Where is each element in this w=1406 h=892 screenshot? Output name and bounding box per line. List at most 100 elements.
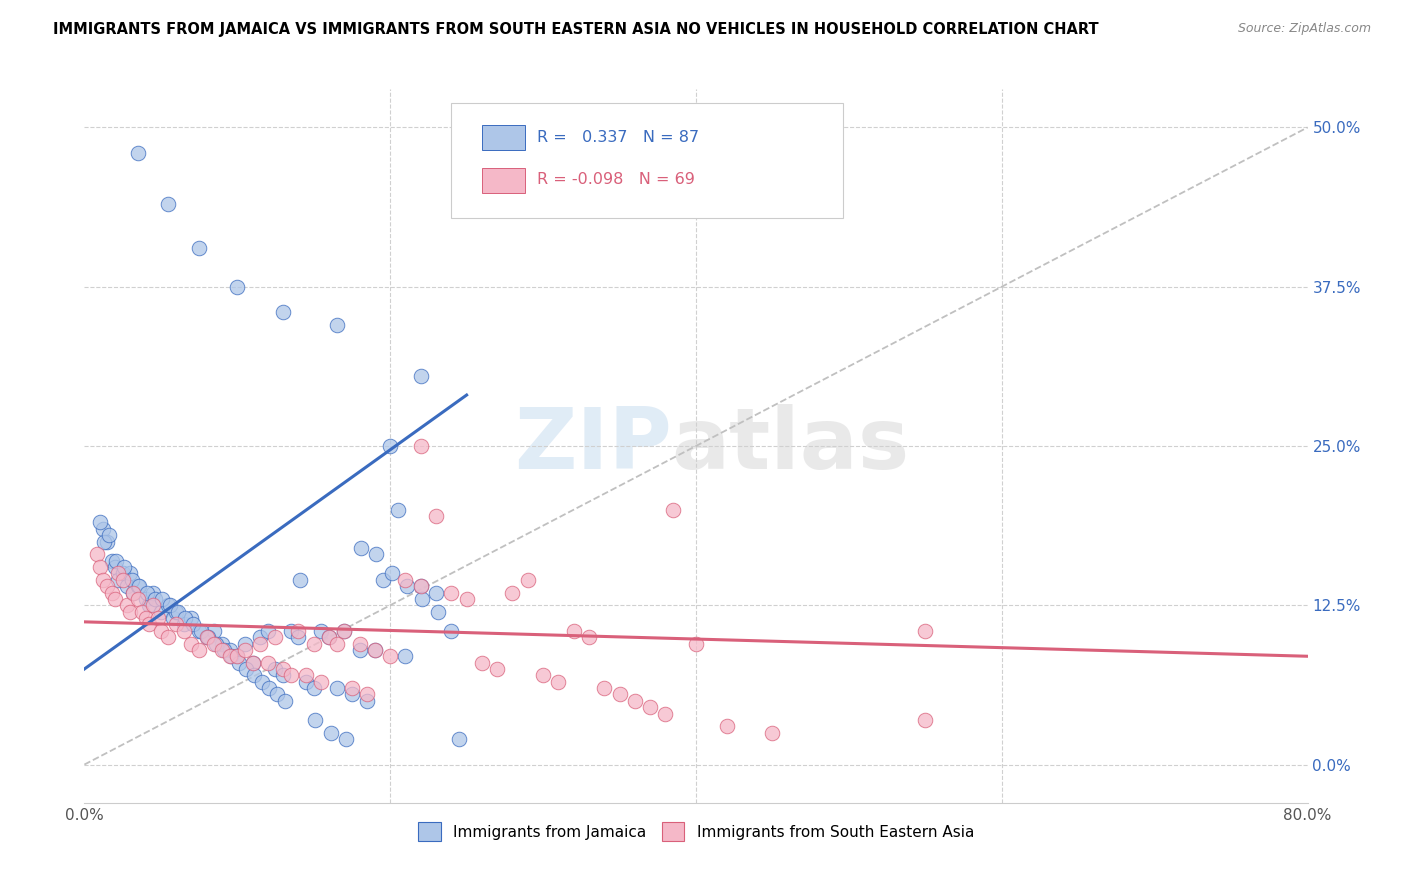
Point [295,668,318,682]
Point [235,662,257,676]
Point [190,624,212,638]
Point [333,624,356,638]
Point [250,674,273,689]
Point [325,318,347,332]
Point [93,534,115,549]
Point [188,242,211,256]
Point [531,668,554,682]
Point [280,624,302,638]
FancyBboxPatch shape [482,125,524,150]
Point [101,554,124,568]
Point [131,605,153,619]
Point [226,649,249,664]
Point [340,688,363,702]
Point [471,656,494,670]
Point [115,599,138,613]
Point [578,630,600,644]
FancyBboxPatch shape [482,168,524,193]
Point [173,617,195,632]
Point [280,668,302,682]
Point [188,624,211,638]
Point [165,605,187,619]
Point [447,732,470,747]
Point [120,605,142,619]
Point [149,624,172,638]
Point [562,624,585,638]
Point [350,541,373,555]
Point [142,599,165,613]
Point [716,719,738,733]
Point [409,579,432,593]
Point [242,656,264,670]
Point [409,439,432,453]
Point [547,674,569,689]
Point [516,573,538,587]
Point [319,725,342,739]
Point [271,305,294,319]
Point [394,649,416,664]
Point [143,591,166,606]
Point [257,624,280,638]
Point [159,599,181,613]
Point [364,643,387,657]
Point [127,591,149,606]
Point [456,591,478,606]
Point [202,624,225,638]
Point [104,560,127,574]
Point [97,528,120,542]
Point [96,579,118,593]
Point [91,573,114,587]
Point [257,656,280,670]
Point [101,585,124,599]
Point [486,662,509,676]
Point [173,624,195,638]
Point [135,591,157,606]
Point [157,630,180,644]
Point [440,624,463,638]
Point [356,688,378,702]
Point [273,694,295,708]
Point [120,566,142,581]
FancyBboxPatch shape [451,103,842,218]
Point [150,591,173,606]
Point [162,611,184,625]
Point [394,573,416,587]
Point [654,706,676,721]
Point [111,573,134,587]
Point [89,560,111,574]
Point [387,502,409,516]
Point [211,636,233,650]
Point [333,624,356,638]
Point [127,579,149,593]
Point [233,636,256,650]
Point [914,624,936,638]
Point [226,649,249,664]
Point [219,649,242,664]
Point [174,611,197,625]
Point [218,649,240,664]
Point [146,611,169,625]
Point [302,681,325,695]
Point [211,643,233,657]
Point [325,636,347,650]
Point [609,688,631,702]
Point [181,617,204,632]
Point [121,573,143,587]
Point [356,694,378,708]
Point [411,591,433,606]
Point [122,585,145,599]
Text: ZIP: ZIP [513,404,672,488]
Point [349,636,371,650]
Point [366,547,388,561]
Point [288,573,311,587]
Point [295,674,318,689]
Point [107,566,129,581]
Point [761,725,783,739]
Point [371,573,394,587]
Text: IMMIGRANTS FROM JAMAICA VS IMMIGRANTS FROM SOUTH EASTERN ASIA NO VEHICLES IN HOU: IMMIGRANTS FROM JAMAICA VS IMMIGRANTS FR… [53,22,1099,37]
Point [380,649,402,664]
Point [242,656,264,670]
Point [409,579,432,593]
Point [287,624,309,638]
Point [335,732,357,747]
